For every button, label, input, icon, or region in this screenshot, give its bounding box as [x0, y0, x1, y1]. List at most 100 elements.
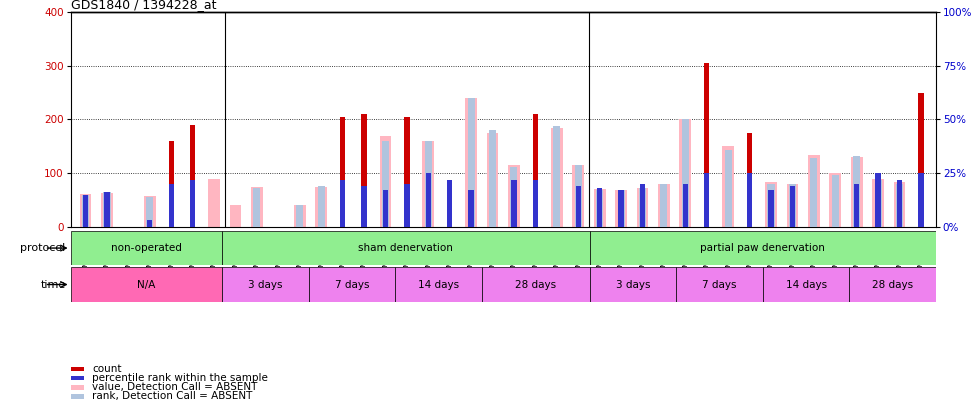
Bar	[147, 220, 153, 227]
Bar	[596, 190, 603, 227]
Bar	[71, 231, 222, 265]
Bar	[104, 192, 110, 227]
Bar	[481, 267, 590, 302]
Bar	[810, 158, 817, 227]
Bar	[229, 205, 241, 227]
Bar	[765, 182, 777, 227]
Bar	[617, 190, 624, 227]
Bar	[71, 376, 83, 380]
Bar	[208, 179, 220, 227]
Bar	[594, 189, 606, 227]
Text: rank, Detection Call = ABSENT: rank, Detection Call = ABSENT	[92, 391, 253, 401]
Bar	[251, 187, 263, 227]
Bar	[679, 119, 691, 227]
Bar	[722, 146, 734, 227]
Bar	[874, 179, 882, 227]
Bar	[169, 184, 173, 227]
Bar	[618, 190, 623, 227]
Bar	[661, 184, 667, 227]
Bar	[574, 164, 582, 227]
Text: 14 days: 14 days	[417, 279, 459, 290]
Text: 7 days: 7 days	[334, 279, 369, 290]
Bar	[362, 186, 367, 227]
Bar	[340, 179, 345, 227]
Bar	[724, 149, 732, 227]
Bar	[316, 187, 327, 227]
Bar	[768, 190, 773, 227]
Bar	[104, 192, 111, 227]
Bar	[854, 156, 860, 227]
Bar	[767, 184, 774, 227]
Bar	[747, 173, 753, 227]
Bar	[640, 184, 645, 227]
Text: 7 days: 7 days	[703, 279, 737, 290]
Bar	[854, 184, 859, 227]
Bar	[551, 128, 563, 227]
Bar	[918, 93, 923, 227]
Bar	[422, 141, 434, 227]
Bar	[851, 157, 862, 227]
Bar	[79, 194, 91, 227]
Bar	[447, 179, 453, 227]
Bar	[169, 141, 173, 227]
Bar	[71, 385, 83, 390]
Bar	[747, 133, 753, 227]
Bar	[425, 173, 431, 227]
Bar	[533, 179, 538, 227]
Bar	[875, 173, 881, 227]
Bar	[572, 165, 584, 227]
Text: value, Detection Call = ABSENT: value, Detection Call = ABSENT	[92, 382, 258, 392]
Bar	[424, 141, 432, 227]
Bar	[832, 175, 839, 227]
Bar	[466, 98, 477, 227]
Text: N/A: N/A	[137, 279, 156, 290]
Bar	[82, 195, 89, 227]
Text: GDS1840 / 1394228_at: GDS1840 / 1394228_at	[71, 0, 216, 11]
Text: percentile rank within the sample: percentile rank within the sample	[92, 373, 269, 383]
Text: protocol: protocol	[21, 243, 66, 253]
Bar	[676, 267, 762, 302]
Bar	[512, 179, 516, 227]
Bar	[379, 136, 391, 227]
Bar	[808, 156, 819, 227]
Bar	[383, 190, 388, 227]
Bar	[489, 130, 496, 227]
Bar	[682, 119, 689, 227]
Bar	[222, 231, 590, 265]
Bar	[71, 394, 83, 399]
Bar	[190, 179, 195, 227]
Text: non-operated: non-operated	[111, 243, 181, 253]
Text: 14 days: 14 days	[786, 279, 827, 290]
Bar	[468, 190, 473, 227]
Bar	[222, 267, 309, 302]
Bar	[487, 133, 499, 227]
Bar	[296, 205, 303, 227]
Text: 3 days: 3 days	[248, 279, 282, 290]
Bar	[340, 117, 345, 227]
Bar	[615, 190, 627, 227]
Bar	[83, 195, 88, 227]
Bar	[597, 188, 603, 227]
Bar	[362, 114, 367, 227]
Text: time: time	[40, 279, 66, 290]
Bar	[144, 196, 156, 227]
Bar	[789, 184, 796, 227]
Bar	[762, 267, 850, 302]
Bar	[533, 114, 538, 227]
Bar	[683, 184, 688, 227]
Text: 28 days: 28 days	[872, 279, 913, 290]
Text: 28 days: 28 days	[515, 279, 557, 290]
Bar	[639, 188, 646, 227]
Bar	[704, 173, 710, 227]
Bar	[294, 205, 306, 227]
Bar	[829, 173, 841, 227]
Bar	[897, 179, 903, 227]
Bar	[309, 267, 395, 302]
Bar	[71, 367, 83, 371]
Bar	[447, 184, 453, 227]
Text: 3 days: 3 days	[615, 279, 651, 290]
Bar	[658, 184, 669, 227]
Bar	[850, 267, 936, 302]
Text: partial paw denervation: partial paw denervation	[701, 243, 825, 253]
Bar	[637, 188, 649, 227]
